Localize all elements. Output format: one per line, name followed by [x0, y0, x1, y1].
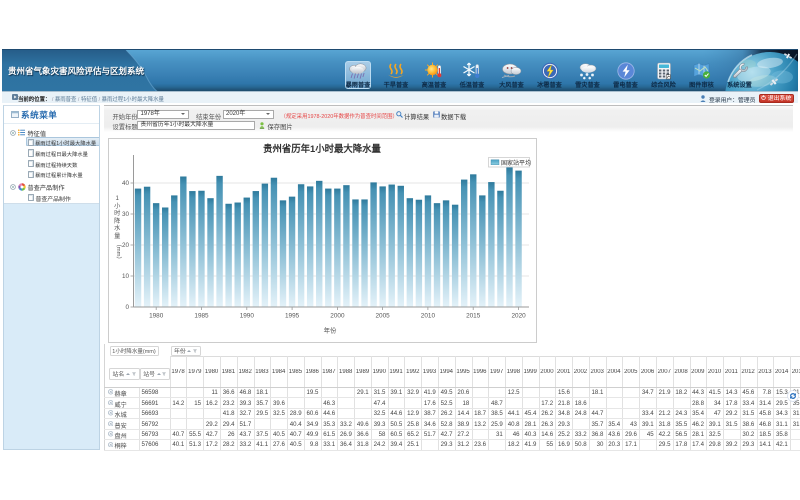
- svg-text:2020: 2020: [511, 313, 526, 320]
- svg-text:2000: 2000: [330, 313, 345, 320]
- svg-text:2010: 2010: [421, 313, 436, 320]
- svg-text:20: 20: [122, 242, 130, 249]
- svg-text:0: 0: [125, 304, 129, 311]
- svg-text:年份: 年份: [324, 326, 337, 335]
- svg-text:1995: 1995: [285, 313, 300, 320]
- svg-text:10: 10: [122, 273, 130, 280]
- svg-text:1985: 1985: [194, 313, 209, 320]
- svg-text:40: 40: [122, 180, 130, 187]
- svg-text:1980: 1980: [149, 313, 164, 320]
- svg-text:贵州省历年1小时最大降水量: 贵州省历年1小时最大降水量: [263, 143, 381, 154]
- svg-text:国家站平均: 国家站平均: [501, 159, 531, 167]
- svg-text:2015: 2015: [466, 313, 481, 320]
- svg-text:2005: 2005: [375, 313, 390, 320]
- svg-text:1990: 1990: [240, 313, 255, 320]
- svg-text:30: 30: [122, 211, 130, 218]
